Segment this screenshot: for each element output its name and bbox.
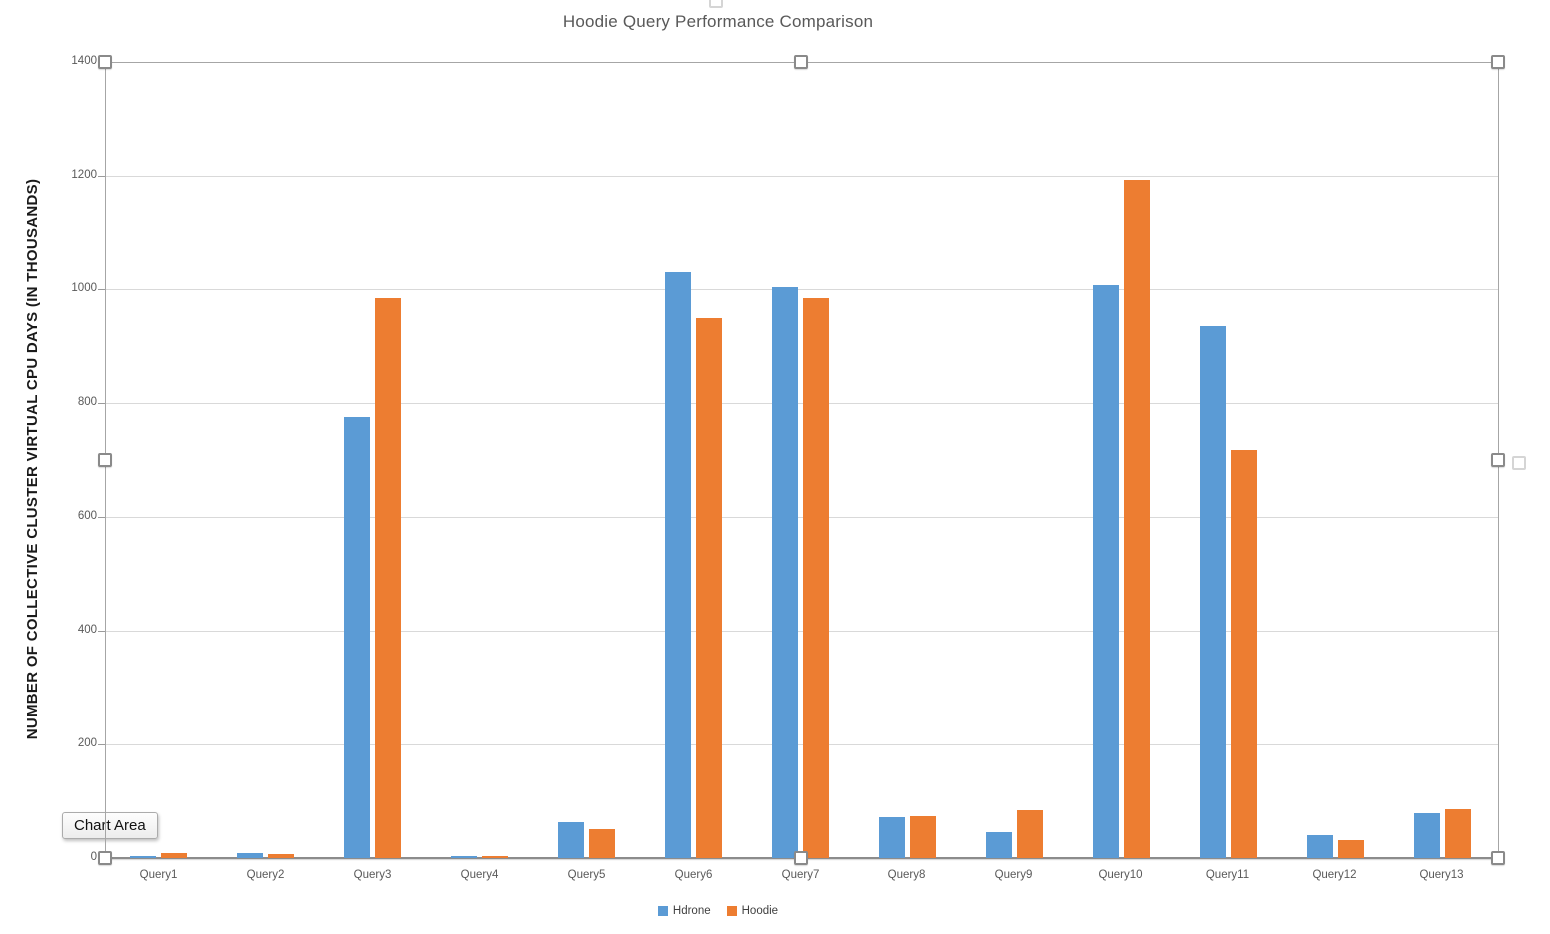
y-tick-label: 600	[77, 510, 97, 522]
y-axis-tick	[98, 744, 105, 745]
chart-area-tooltip: Chart Area	[62, 812, 158, 839]
y-tick-label: 1400	[71, 55, 97, 67]
gridline-600	[105, 517, 1498, 518]
legend-swatch-hoodie	[726, 906, 737, 916]
y-tick-label: 1000	[71, 282, 97, 294]
selection-handle-faint[interactable]	[709, 0, 723, 8]
bar-hoodie-query8[interactable]	[910, 816, 936, 858]
x-tick-label: Query10	[1098, 869, 1143, 881]
legend-label: Hoodie	[741, 905, 779, 917]
bar-hdrone-query6[interactable]	[665, 272, 691, 858]
gridline-800	[105, 403, 1498, 404]
x-tick-label: Query8	[887, 869, 926, 881]
gridline-400	[105, 631, 1498, 632]
bar-hdrone-query13[interactable]	[1414, 813, 1440, 858]
legend-item-hoodie[interactable]: Hoodie	[726, 905, 779, 917]
y-axis-tick	[98, 517, 105, 518]
selection-handle[interactable]	[1491, 851, 1505, 865]
y-axis-tick	[98, 289, 105, 290]
bar-hoodie-query5[interactable]	[589, 829, 615, 858]
bar-hoodie-query7[interactable]	[803, 297, 829, 858]
bar-hdrone-query5[interactable]	[558, 822, 584, 858]
bar-hdrone-query1[interactable]	[130, 855, 156, 858]
bar-hdrone-query3[interactable]	[344, 417, 370, 858]
x-tick-label: Query13	[1419, 869, 1464, 881]
bar-hoodie-query3[interactable]	[375, 297, 401, 858]
gridline-1000	[105, 289, 1498, 290]
x-tick-label: Query11	[1205, 869, 1250, 881]
gridline-200	[105, 744, 1498, 745]
bar-hoodie-query12[interactable]	[1338, 839, 1364, 858]
bar-hoodie-query6[interactable]	[696, 317, 722, 858]
x-tick-label: Query2	[246, 869, 285, 881]
x-tick-label: Query4	[460, 869, 499, 881]
selection-handle[interactable]	[794, 851, 808, 865]
bar-hoodie-query2[interactable]	[268, 854, 294, 858]
bar-hoodie-query1[interactable]	[161, 853, 187, 858]
bar-hoodie-query4[interactable]	[482, 855, 508, 858]
x-tick-label: Query6	[674, 869, 713, 881]
selection-handle[interactable]	[1491, 453, 1505, 467]
x-tick-label: Query12	[1312, 869, 1357, 881]
y-tick-label: 1200	[71, 169, 97, 181]
bar-hoodie-query11[interactable]	[1231, 449, 1257, 858]
y-tick-label: 800	[77, 396, 97, 408]
x-tick-label: Query5	[567, 869, 606, 881]
x-tick-label: Query7	[781, 869, 820, 881]
bar-hoodie-query13[interactable]	[1445, 808, 1471, 858]
bar-hdrone-query11[interactable]	[1200, 326, 1226, 858]
y-tick-label: 400	[77, 624, 97, 636]
y-tick-label: 200	[77, 737, 97, 749]
y-tick-label: 0	[90, 851, 97, 863]
selection-handle[interactable]	[1491, 55, 1505, 69]
selection-handle-faint[interactable]	[1512, 456, 1526, 470]
y-axis-tick	[98, 176, 105, 177]
selection-handle[interactable]	[98, 851, 112, 865]
legend-swatch-hdrone	[657, 906, 668, 916]
bar-hdrone-query7[interactable]	[772, 286, 798, 858]
legend-label: Hdrone	[672, 905, 711, 917]
legend: Hdrone Hoodie	[105, 905, 1331, 917]
bar-hdrone-query9[interactable]	[986, 831, 1012, 858]
bar-hdrone-query10[interactable]	[1093, 284, 1119, 858]
selection-handle[interactable]	[98, 55, 112, 69]
x-tick-label: Query9	[994, 869, 1033, 881]
bar-hdrone-query8[interactable]	[879, 817, 905, 858]
selection-handle[interactable]	[98, 453, 112, 467]
bar-hdrone-query2[interactable]	[237, 853, 263, 858]
bar-hoodie-query10[interactable]	[1124, 179, 1150, 858]
gridline-1200	[105, 176, 1498, 177]
chart-title[interactable]: Hoodie Query Performance Comparison	[562, 12, 874, 31]
legend-item-hdrone[interactable]: Hdrone	[657, 905, 711, 917]
bar-hoodie-query9[interactable]	[1017, 809, 1043, 858]
selection-handle[interactable]	[794, 55, 808, 69]
bar-hdrone-query4[interactable]	[451, 855, 477, 858]
y-axis-tick	[98, 631, 105, 632]
x-tick-label: Query3	[353, 869, 392, 881]
x-tick-label: Query1	[139, 869, 178, 881]
bar-hdrone-query12[interactable]	[1307, 835, 1333, 858]
y-axis-tick	[98, 403, 105, 404]
